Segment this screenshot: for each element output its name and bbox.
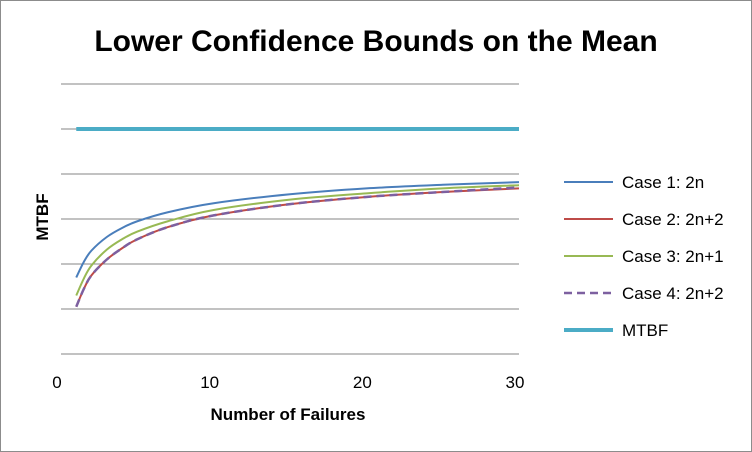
x-tick-label: 20 (353, 373, 372, 392)
legend-label: Case 1: 2n (622, 173, 704, 192)
legend-label: Case 2: 2n+2 (622, 210, 724, 229)
legend-label: Case 3: 2n+1 (622, 247, 724, 266)
x-axis-title: Number of Failures (211, 405, 366, 424)
legend-label: Case 4: 2n+2 (622, 284, 724, 303)
chart-title: Lower Confidence Bounds on the Mean (94, 25, 657, 58)
x-tick-label: 0 (52, 373, 61, 392)
series-line (75, 186, 520, 308)
legend: Case 1: 2n Case 2: 2n+2 Case 3: 2n+1 Case 4… (564, 173, 724, 340)
legend-label: MTBF (622, 321, 668, 340)
series-lines (75, 127, 520, 308)
x-tick-label: 30 (506, 373, 525, 392)
series-line (75, 181, 520, 278)
x-tick-label: 10 (200, 373, 219, 392)
y-axis-title: MTBF (33, 193, 52, 240)
series-line (75, 184, 520, 296)
axes: 0 10 20 30 (52, 353, 525, 392)
series-line (75, 187, 520, 308)
gridlines (61, 83, 519, 310)
